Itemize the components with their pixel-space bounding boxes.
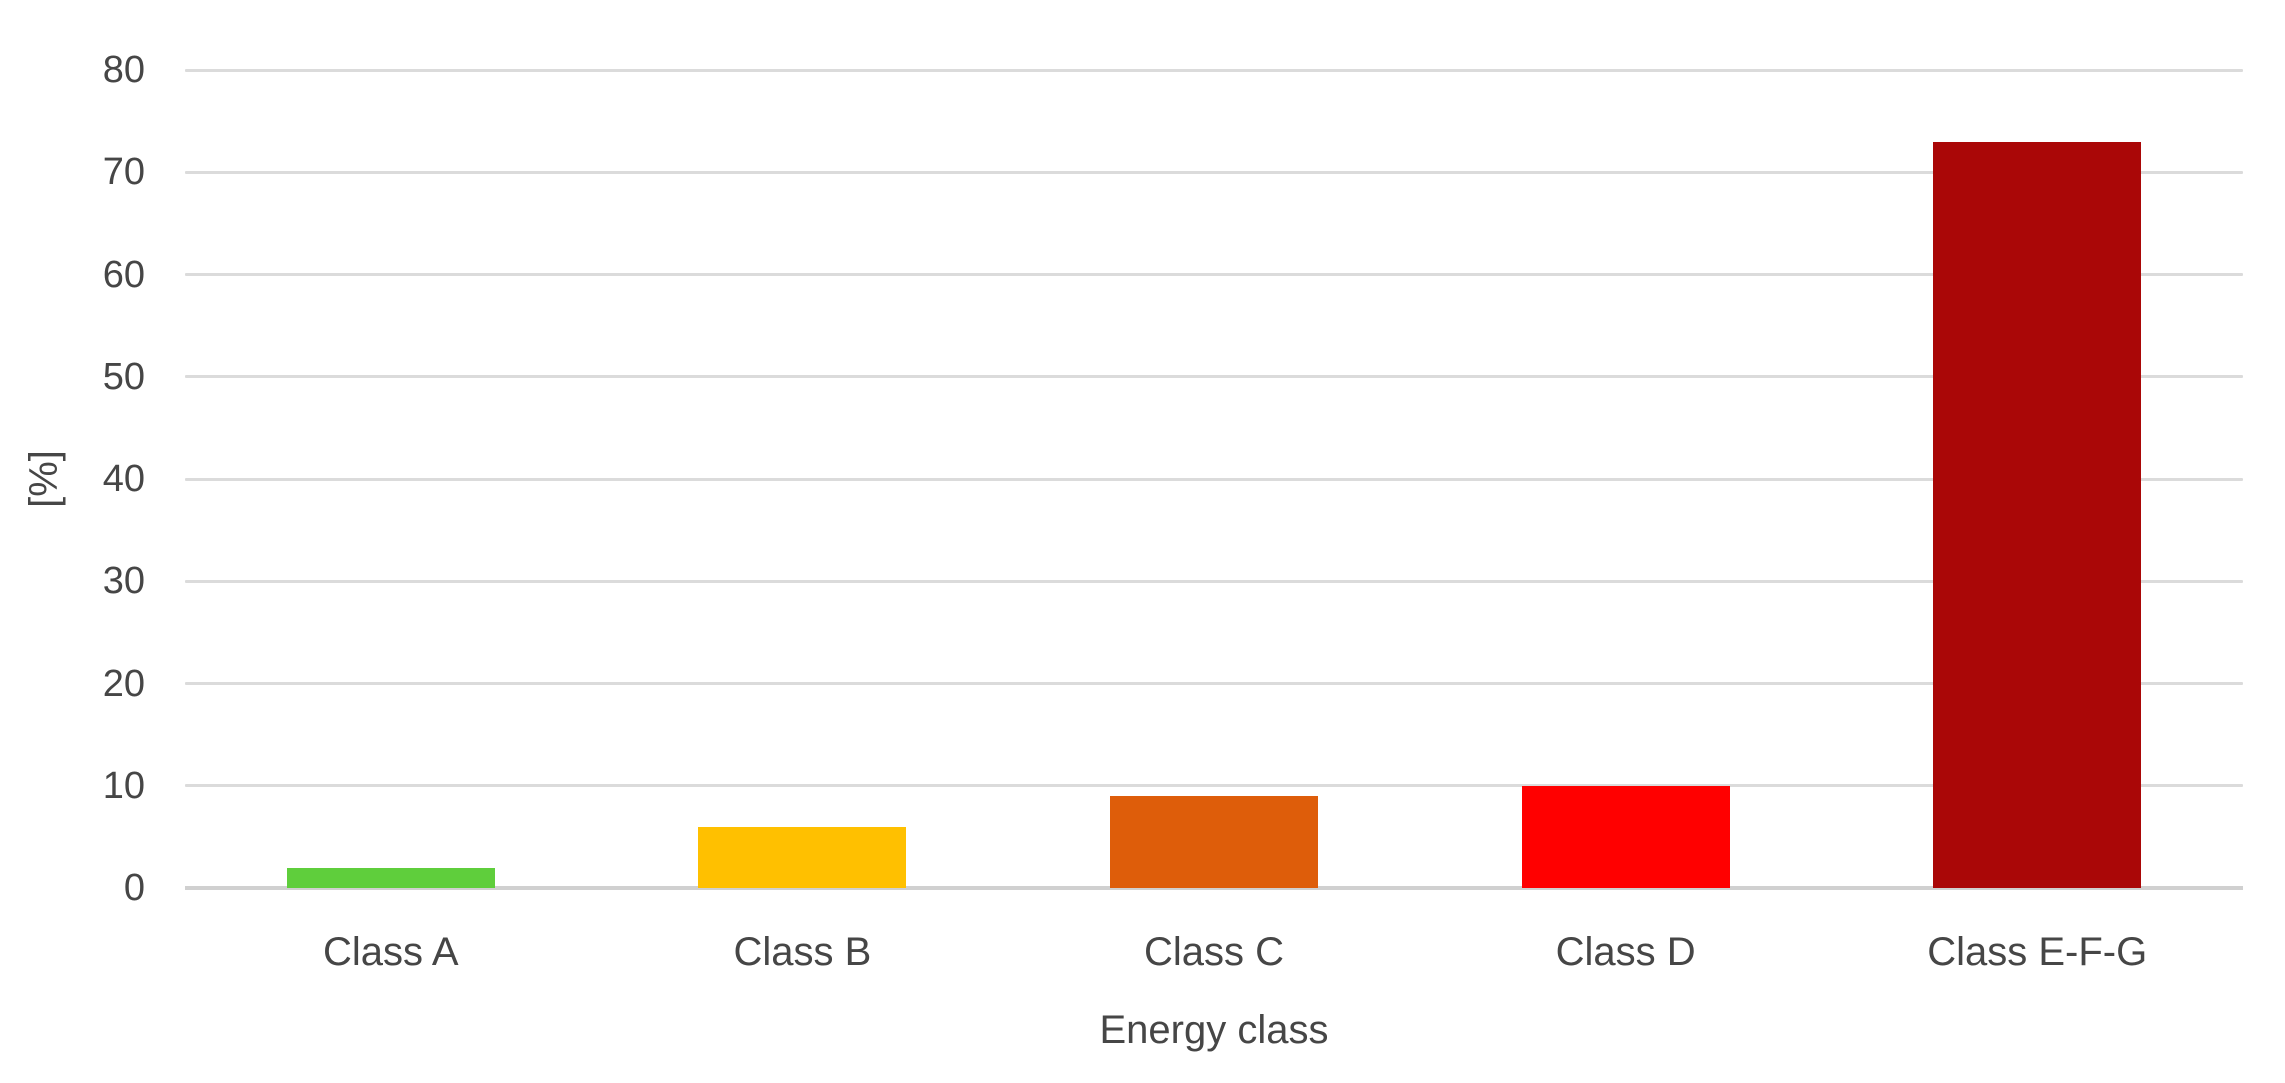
x-category-label-class-d: Class D (1555, 930, 1696, 974)
bar-class-e-f-g (1933, 141, 2142, 888)
y-tick-label: 20 (102, 662, 145, 705)
y-tick-label: 60 (102, 253, 145, 296)
gridline (185, 273, 2243, 276)
y-tick-label: 50 (102, 355, 145, 398)
bar-class-c (1110, 795, 1318, 888)
gridline (185, 170, 2243, 174)
bar-class-a (286, 867, 495, 888)
x-category-label-class-b: Class B (733, 930, 872, 974)
gridline (185, 784, 2243, 788)
bar-class-b (698, 826, 907, 888)
y-tick-label: 80 (102, 49, 145, 91)
gridline (185, 682, 2243, 685)
y-tick-label: 0 (123, 867, 145, 909)
y-tick-label: 10 (102, 764, 145, 807)
y-axis-title: [%] (22, 450, 66, 508)
gridline (185, 477, 2243, 481)
gridline (185, 375, 2243, 379)
x-axis-title: Energy class (1099, 1008, 1329, 1052)
y-tick-label: 30 (102, 560, 145, 603)
y-tick-label: 70 (102, 151, 145, 194)
y-tick-label: 40 (102, 458, 145, 500)
gridline (185, 68, 2243, 72)
x-category-label-class-e-f-g: Class E-F-G (1927, 930, 2148, 974)
bar-class-d (1521, 785, 1730, 888)
x-axis-line (185, 886, 2243, 890)
gridline (185, 579, 2243, 583)
x-category-label-class-a: Class A (322, 930, 459, 974)
x-category-label-class-c: Class C (1143, 930, 1284, 974)
